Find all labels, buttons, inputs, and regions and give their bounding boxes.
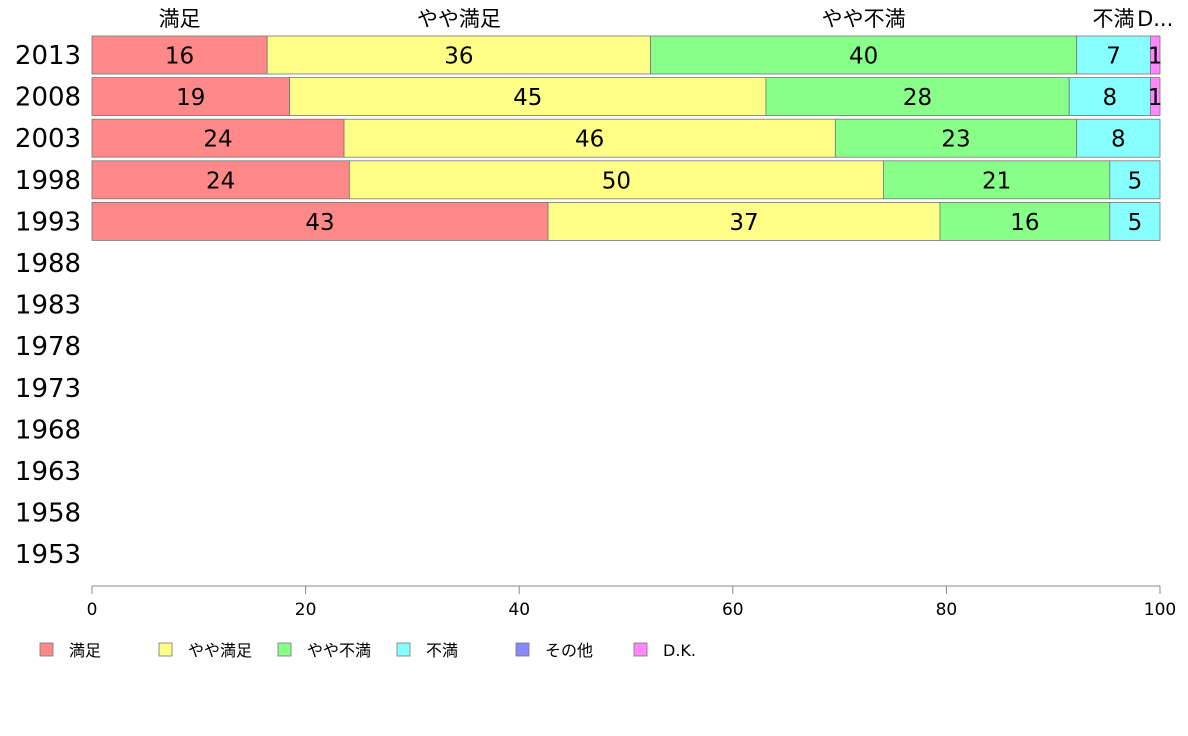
legend-swatch (515, 642, 530, 657)
bar-value-label: 28 (903, 85, 932, 111)
legend-swatch (633, 642, 648, 657)
year-label: 2003 (15, 124, 81, 154)
bar-value-label: 24 (206, 168, 235, 194)
bar-value-label: 1 (1148, 85, 1163, 111)
bar-segment (91, 160, 350, 200)
legend-swatch (396, 642, 411, 657)
bar-value-label: 40 (849, 44, 878, 70)
bar-segment (266, 35, 651, 75)
bar-value-label: 1 (1148, 44, 1163, 70)
legend-swatch (158, 642, 173, 657)
x-axis: 0 20 40 60 80 100 (87, 585, 1176, 620)
bar-segment (348, 160, 884, 200)
legend-label: その他 (545, 641, 593, 660)
bar-value-label: 8 (1102, 85, 1117, 111)
year-label: 1988 (15, 249, 81, 279)
top-category-label: やや満足 (417, 7, 501, 31)
bar-value-label: 46 (575, 127, 604, 153)
year-label: 2008 (15, 83, 81, 113)
bar-segment (91, 35, 268, 75)
top-category-label: D... (1137, 7, 1173, 31)
year-label: 1978 (15, 332, 81, 362)
bar-segment (765, 77, 1070, 116)
bar-segment (1109, 201, 1161, 241)
top-category-label: 満足 (159, 7, 201, 31)
bar-segment (1068, 77, 1151, 116)
year-label: 1983 (15, 291, 81, 321)
bar-segment (1109, 160, 1161, 200)
legend-label: D.K. (663, 641, 696, 660)
year-label: 1958 (15, 499, 81, 529)
bar-value-label: 16 (1010, 210, 1039, 236)
x-tick-label: 80 (936, 600, 958, 620)
bar-value-label: 36 (444, 44, 473, 70)
bar-segment (1076, 118, 1161, 158)
bar-segment (91, 77, 290, 116)
year-label: 1998 (15, 166, 81, 196)
bar-value-label: 43 (305, 210, 334, 236)
bar-value-label: 23 (941, 127, 970, 153)
top-category-label: 不満 (1093, 7, 1135, 31)
year-axis-labels: 2013 2008 2003 1998 1993 1988 1983 1978 1973 1968… (15, 41, 81, 570)
x-tick-label: 0 (87, 600, 98, 620)
year-label: 1968 (15, 415, 81, 445)
bar-value-label: 16 (165, 44, 194, 70)
bar-segment (882, 160, 1111, 200)
bar-segment (939, 201, 1111, 241)
legend-label: やや不満 (307, 641, 371, 660)
x-tick-label: 40 (508, 600, 530, 620)
bar-value-label: 7 (1106, 44, 1121, 70)
bar-value-label: 50 (602, 168, 631, 194)
year-label: 1973 (15, 374, 81, 404)
bar-value-label: 21 (982, 168, 1011, 194)
legend-swatch (277, 642, 292, 657)
bar-value-label: 5 (1128, 210, 1143, 236)
legend-label: 満足 (69, 641, 101, 660)
year-label: 1953 (15, 540, 81, 570)
bar-value-label: 45 (513, 85, 542, 111)
legend: 満足 やや満足 やや不満 不満 その他 D.K. (39, 641, 696, 660)
x-tick-label: 100 (1144, 600, 1176, 620)
bar-segment (650, 35, 1078, 75)
bar-segment (1076, 35, 1151, 75)
bar-value-label: 5 (1128, 168, 1143, 194)
x-tick-label: 20 (295, 600, 317, 620)
bar-value-label: 19 (176, 85, 205, 111)
bar-value-label: 24 (203, 127, 232, 153)
bar-segment (547, 201, 941, 241)
bar-segment (1149, 77, 1161, 116)
bar-segment (289, 77, 767, 116)
top-category-labels: 満足 やや満足 やや不満 不満 D... (159, 7, 1174, 31)
legend-label: やや満足 (188, 641, 252, 660)
bars-area: 16 36 40 7 119 45 28 8 124 46 23 824 50 21 543 37 16 5 (91, 35, 1163, 241)
year-label: 1993 (15, 207, 81, 237)
legend-swatch (39, 642, 54, 657)
bar-segment (91, 201, 549, 241)
year-label: 2013 (15, 41, 81, 71)
bar-value-label: 37 (729, 210, 758, 236)
x-tick-label: 60 (722, 600, 744, 620)
year-label: 1963 (15, 457, 81, 487)
top-category-label: やや不満 (822, 7, 906, 31)
bar-segment (91, 118, 345, 158)
legend-label: 不満 (426, 641, 458, 660)
bar-segment (834, 118, 1078, 158)
bar-segment (1149, 35, 1161, 75)
bar-segment (343, 118, 836, 158)
bar-value-label: 8 (1111, 127, 1126, 153)
